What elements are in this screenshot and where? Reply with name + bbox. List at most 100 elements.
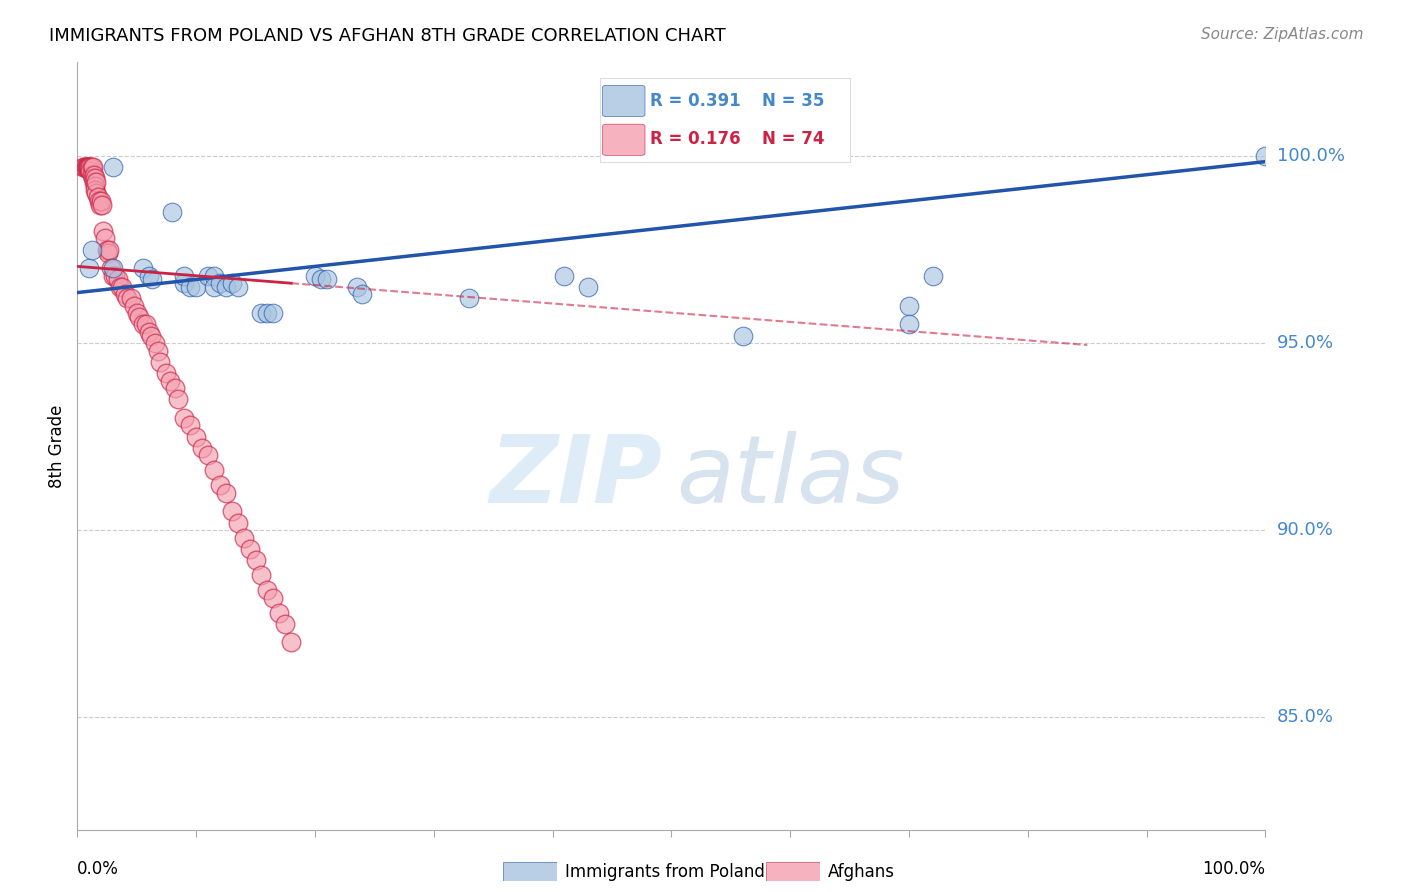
Point [262, 306, 284, 320]
Point [197, 448, 219, 462]
Point [100, 261, 122, 276]
Point [72, 160, 94, 174]
Point [208, 277, 231, 291]
Text: 0.0%: 0.0% [77, 860, 120, 879]
Point [104, 268, 127, 283]
Point [75, 160, 97, 174]
Point [80, 160, 103, 174]
Point [143, 336, 166, 351]
Point [269, 606, 291, 620]
Point [83, 168, 105, 182]
Y-axis label: 8th Grade: 8th Grade [48, 404, 66, 488]
Point [76, 160, 98, 174]
Point [97, 246, 120, 260]
Point [163, 381, 186, 395]
Point [256, 583, 278, 598]
Point [146, 343, 169, 358]
Point [84, 171, 107, 186]
Point [191, 441, 214, 455]
Point [309, 272, 332, 286]
Point [93, 224, 115, 238]
Point [149, 355, 172, 369]
Text: 90.0%: 90.0% [1277, 521, 1333, 539]
Point [128, 310, 150, 324]
Point [226, 516, 249, 530]
Point [86, 186, 108, 201]
Point [120, 291, 142, 305]
Point [79, 164, 101, 178]
Point [91, 197, 114, 211]
Point [107, 272, 129, 286]
Point [114, 287, 136, 301]
Point [245, 553, 267, 567]
Point [1254, 149, 1277, 163]
Point [138, 325, 160, 339]
Point [86, 175, 108, 189]
Point [186, 430, 208, 444]
Point [75, 160, 97, 174]
Text: 95.0%: 95.0% [1277, 334, 1334, 352]
Point [115, 291, 138, 305]
Point [250, 306, 273, 320]
Text: 100.0%: 100.0% [1277, 147, 1344, 165]
Point [202, 280, 225, 294]
Point [82, 160, 104, 174]
Point [215, 280, 238, 294]
Point [79, 160, 101, 174]
Point [202, 463, 225, 477]
Point [274, 616, 297, 631]
Point [101, 261, 124, 276]
Point [86, 190, 108, 204]
Point [80, 168, 103, 182]
Point [256, 306, 278, 320]
Point [77, 160, 100, 174]
Point [173, 268, 195, 283]
Point [124, 299, 146, 313]
Point [250, 568, 273, 582]
Point [239, 541, 262, 556]
Point [346, 280, 368, 294]
Point [186, 280, 208, 294]
Point [111, 280, 134, 294]
Point [98, 243, 121, 257]
Point [921, 268, 943, 283]
Point [221, 277, 243, 291]
Text: Afghans: Afghans [828, 863, 896, 881]
Point [458, 291, 481, 305]
Text: 85.0%: 85.0% [1277, 708, 1333, 726]
Point [125, 306, 148, 320]
Point [202, 268, 225, 283]
Point [90, 194, 112, 208]
Point [197, 268, 219, 283]
Point [215, 485, 238, 500]
Point [139, 328, 162, 343]
Point [280, 635, 302, 649]
Text: Immigrants from Poland: Immigrants from Poland [565, 863, 765, 881]
Point [898, 299, 921, 313]
Point [135, 318, 157, 332]
Point [159, 374, 181, 388]
Point [898, 318, 921, 332]
Point [232, 531, 254, 545]
Point [221, 504, 243, 518]
Point [173, 411, 195, 425]
Point [304, 268, 326, 283]
Point [173, 277, 195, 291]
Text: ZIP: ZIP [489, 431, 662, 523]
Point [262, 591, 284, 605]
Point [167, 392, 190, 407]
Point [101, 160, 124, 174]
Point [108, 280, 131, 294]
Text: 100.0%: 100.0% [1202, 860, 1265, 879]
Point [141, 272, 163, 286]
Point [96, 243, 118, 257]
Point [352, 287, 374, 301]
Point [179, 280, 201, 294]
Point [93, 231, 115, 245]
Point [73, 160, 96, 174]
Point [83, 175, 105, 189]
Point [155, 366, 177, 380]
Point [179, 418, 201, 433]
Point [77, 160, 100, 174]
Point [226, 280, 249, 294]
